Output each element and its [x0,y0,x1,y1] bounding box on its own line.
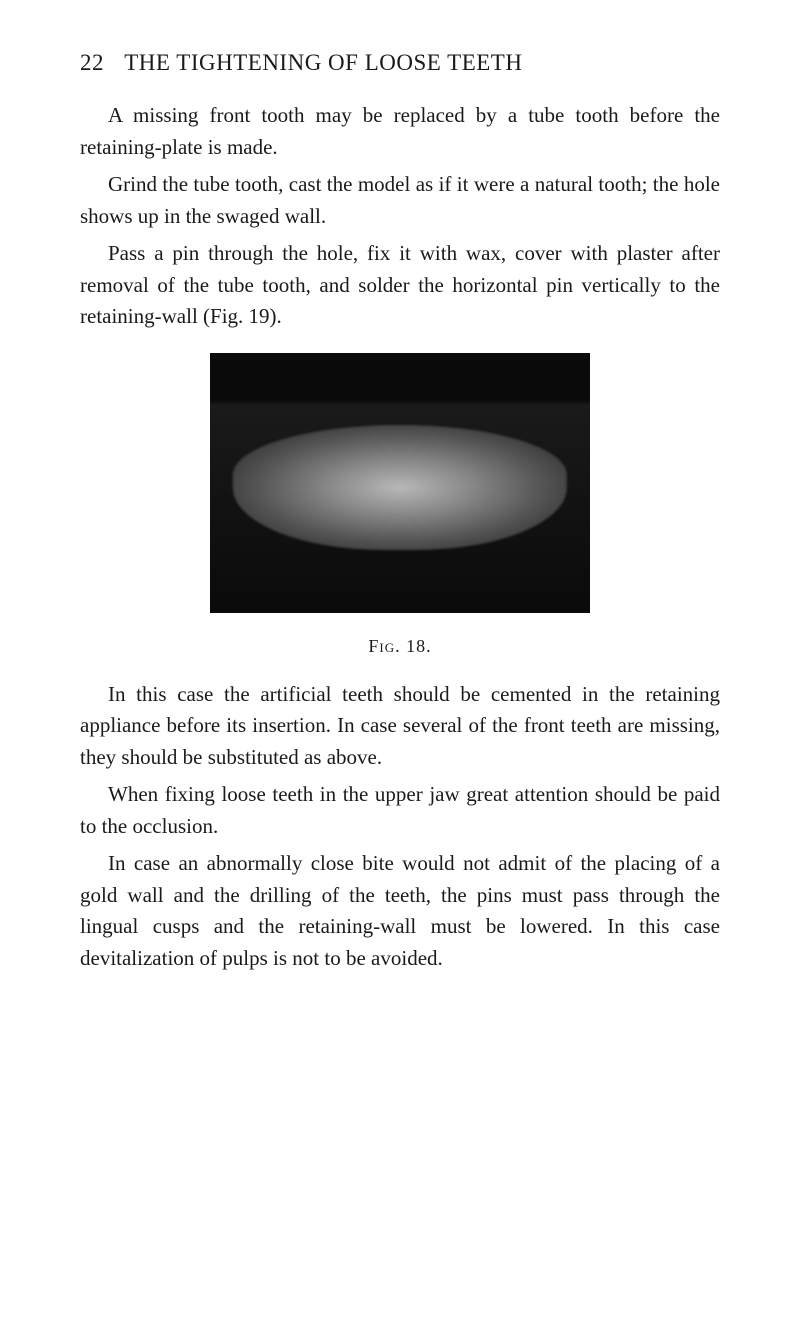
paragraph-1: A missing front tooth may be replaced by… [80,100,720,163]
paragraph-4: In this case the artificial teeth should… [80,679,720,774]
page-title: THE TIGHTENING OF LOOSE TEETH [124,50,522,75]
figure-image [210,353,590,613]
page-number: 22 [80,50,104,75]
dental-model-icon [233,425,567,550]
paragraph-3: Pass a pin through the hole, fix it with… [80,238,720,333]
figure-caption: Fig. 18. [80,636,720,657]
paragraph-2: Grind the tube tooth, cast the model as … [80,169,720,232]
figure-container: Fig. 18. [80,353,720,657]
paragraph-5: When fixing loose teeth in the upper jaw… [80,779,720,842]
paragraph-6: In case an abnormally close bite would n… [80,848,720,974]
page-header: 22 THE TIGHTENING OF LOOSE TEETH [80,50,720,76]
